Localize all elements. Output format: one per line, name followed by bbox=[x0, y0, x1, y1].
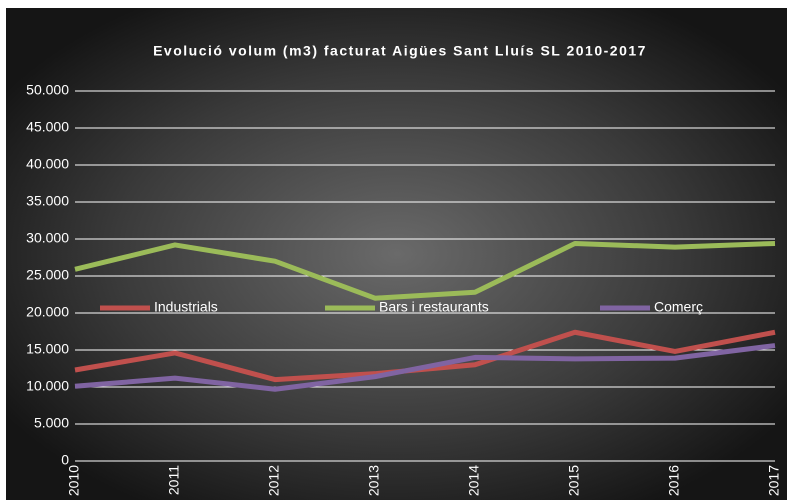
y-tick-label: 10.000 bbox=[26, 378, 69, 394]
x-tick-label: 2015 bbox=[566, 465, 582, 496]
y-tick-label: 40.000 bbox=[26, 156, 69, 172]
legend-label: Comerç bbox=[654, 299, 703, 315]
series-line bbox=[74, 240, 776, 301]
y-tick-label: 20.000 bbox=[26, 304, 69, 320]
x-tick-label: 2011 bbox=[166, 465, 182, 495]
y-tick-label: 0 bbox=[61, 452, 69, 468]
x-tick-label: 2012 bbox=[266, 465, 282, 496]
series-line bbox=[74, 343, 776, 392]
legend-label: Bars i restaurants bbox=[379, 299, 489, 315]
chart-background bbox=[6, 8, 787, 500]
y-tick-label: 15.000 bbox=[26, 341, 69, 357]
y-tick-label: 45.000 bbox=[26, 119, 69, 135]
y-tick-label: 35.000 bbox=[26, 193, 69, 209]
x-tick-label: 2014 bbox=[466, 465, 482, 496]
legend-label: Industrials bbox=[154, 299, 218, 315]
y-tick-label: 30.000 bbox=[26, 230, 69, 246]
x-tick-label: 2016 bbox=[666, 465, 682, 496]
y-tick-label: 50.000 bbox=[26, 82, 69, 98]
y-tick-label: 5.000 bbox=[34, 415, 69, 431]
x-tick-label: 2013 bbox=[366, 465, 382, 496]
x-tick-label: 2017 bbox=[766, 465, 782, 496]
x-tick-label: 2010 bbox=[66, 465, 82, 496]
y-tick-label: 25.000 bbox=[26, 267, 69, 283]
chart-title: Evolució volum (m3) facturat Aigües Sant… bbox=[153, 43, 647, 59]
